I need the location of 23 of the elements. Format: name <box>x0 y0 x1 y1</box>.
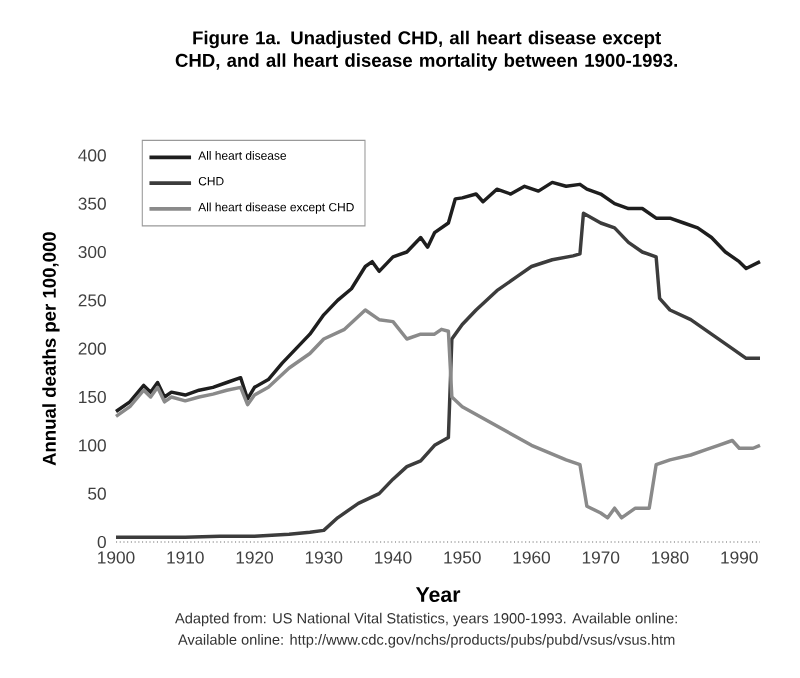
x-axis-title: Year <box>415 587 461 603</box>
x-tick-label: 1930 <box>305 551 343 564</box>
y-axis-title: Annual deaths per 100,000 <box>42 232 60 466</box>
x-tick-label: 1900 <box>98 551 135 564</box>
x-tick-label: 1940 <box>375 551 412 564</box>
y-tick-label: 50 <box>88 487 106 500</box>
x-tick-label: 1910 <box>167 551 204 564</box>
y-tick-label: 150 <box>79 390 106 404</box>
x-tick-label: 1960 <box>513 551 550 564</box>
y-tick-label: 300 <box>78 245 106 259</box>
chart-title: Figure 1a. Unadjusted CHD, all heart disease except CHD, and all heart disease mortality between 1900-1993. <box>175 30 677 71</box>
y-tick-label: 200 <box>78 342 106 355</box>
line-series <box>114 180 762 414</box>
y-tick-label: 250 <box>78 294 106 307</box>
x-tick-label: 1950 <box>444 551 481 564</box>
y-tick-label: 100 <box>79 439 106 452</box>
x-tick-label: 1920 <box>236 551 274 564</box>
y-tick-label: 350 <box>78 197 106 210</box>
x-tick-label: 1980 <box>652 551 689 564</box>
y-tick-label: 0 <box>97 535 106 549</box>
y-tick-label: 400 <box>78 149 106 162</box>
x-tick-label: 1970 <box>582 551 620 564</box>
x-tick-label: 1990 <box>721 551 758 564</box>
